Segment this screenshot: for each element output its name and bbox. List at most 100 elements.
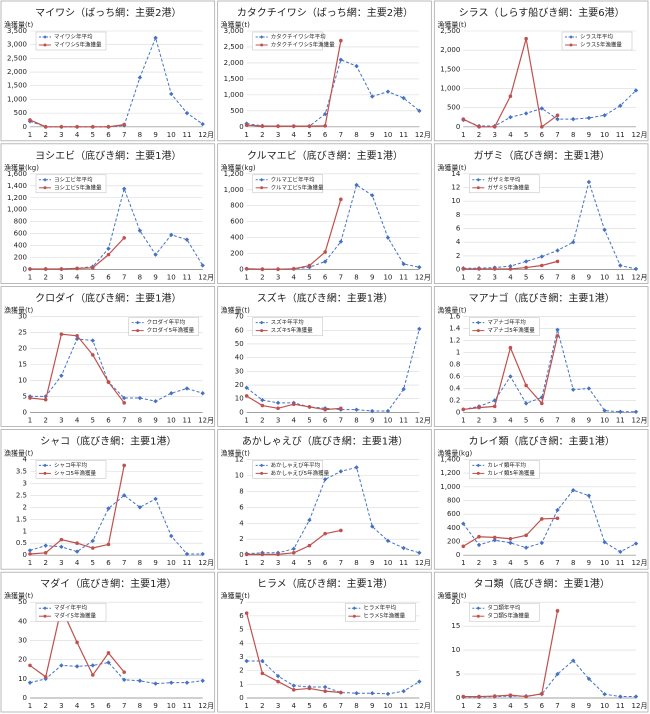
x-tick-label: 10 [383,559,392,567]
y-tick-label: 1,200 [224,170,244,178]
y-tick-label: 1.6 [449,313,461,321]
legend-marker [136,329,140,333]
y-axis-label: 漁獲量(t) [4,591,33,600]
y-tick-label: 20 [18,656,27,664]
x-tick-label: 4 [508,559,513,567]
x-tick-label: 1 [28,274,32,282]
x-tick-label: 5 [91,416,95,424]
data-point [90,338,95,343]
data-point [43,397,48,402]
y-tick-label: 0 [456,694,460,702]
x-tick-label: 6 [540,702,545,710]
legend-label: クルマエビ年平均 [271,175,315,183]
y-tick-label: 30 [18,313,27,321]
x-tick-label: 1 [244,559,248,567]
x-tick-label: 8 [571,274,575,282]
x-tick-label: 8 [571,702,575,710]
data-point [184,237,190,242]
y-tick-label: 10 [451,646,460,654]
x-tick-label: 3 [59,131,63,139]
data-point [43,125,48,129]
legend-box [469,460,540,479]
legend-label: ガザミ年平均 [487,175,521,183]
legend-label: あかしゃえび5年漁獲量 [271,469,330,477]
y-tick-label: 1,000 [224,91,244,99]
x-tick-label: 2 [477,416,481,424]
legend-box [345,602,416,622]
series-line [462,489,637,553]
x-tick-label: 8 [138,274,142,282]
x-tick-label: 9 [370,702,374,710]
y-tick-label: 3 [23,479,27,487]
x-tick-label: 8 [354,702,358,710]
data-point [354,465,359,470]
x-tick-label: 12 [198,274,207,282]
y-tick-label: 2 [23,503,27,511]
data-point [59,663,64,668]
data-point [602,113,607,118]
legend-marker [352,606,357,610]
data-point [200,263,205,268]
y-tick-label: 20 [18,345,27,353]
data-point [492,404,497,409]
x-tick-label: 4 [508,131,513,139]
panel-border [433,0,649,142]
data-point [184,386,190,391]
data-point [184,551,190,557]
y-tick-label: 1,500 [224,75,244,83]
legend-marker [43,471,47,475]
y-tick-label: 500 [230,107,243,115]
chart-title: クロダイ（底びき網：主要1港） [35,292,181,305]
x-tick-label: 3 [276,416,280,424]
y-axis-label: 漁獲量(kg) [437,448,472,457]
legend-label: カタクチイワシ年平均 [271,33,327,41]
x-tick-label: 11 [399,702,408,710]
y-tick-label: 0 [456,123,460,131]
data-point [524,265,528,270]
y-tick-label: 400 [447,524,460,532]
x-tick-label: 1 [244,274,248,282]
x-tick-label: 9 [587,702,591,710]
data-point [323,250,327,254]
y-tick-label: 2,500 [224,43,244,51]
x-tick-label: 10 [383,702,392,710]
data-point [492,694,497,698]
data-point [28,552,32,556]
data-point [602,408,607,413]
y-tick-label: 70 [235,313,244,321]
data-point [75,640,79,645]
chart-title: ガザミ（底びき網：主要1港） [473,149,609,162]
data-point [339,38,343,43]
data-point [322,111,328,117]
legend-label: マダイ5年漁獲量 [54,612,96,620]
legend-marker [476,471,480,475]
data-point [90,546,95,550]
y-tick-label: 500 [14,109,27,117]
x-axis-label: 月 [641,274,648,282]
y-tick-label: 600 [230,218,243,226]
data-point [106,380,111,384]
legend-marker [260,329,264,333]
x-tick-label: 6 [323,702,328,710]
x-tick-label: 5 [524,702,528,710]
x-tick-label: 12 [415,702,424,710]
data-point [106,542,111,547]
legend-label: カレイ類5年漁獲量 [487,469,535,477]
chart-title: シャコ（底びき網：主要1港） [40,434,176,447]
data-point [121,395,127,401]
x-tick-label: 12 [415,131,424,139]
y-tick-label: 5 [23,392,27,400]
legend-box [35,174,107,194]
data-point [260,397,265,403]
legend-label: ヨシエビ5年漁獲量 [54,183,102,191]
x-tick-label: 2 [477,274,481,282]
chart-panel: シャコ（底びき網：主要1港）漁獲量(t)00.511.522.533.541 2 3… [0,428,216,570]
y-axis-label: 漁獲量(t) [221,591,250,600]
x-tick-label: 6 [540,559,545,567]
x-tick-label: 12 [632,274,641,282]
y-tick-label: 4 [239,519,244,527]
x-tick-label: 9 [587,416,591,424]
data-point [602,539,607,545]
x-tick-label: 10 [600,274,609,282]
